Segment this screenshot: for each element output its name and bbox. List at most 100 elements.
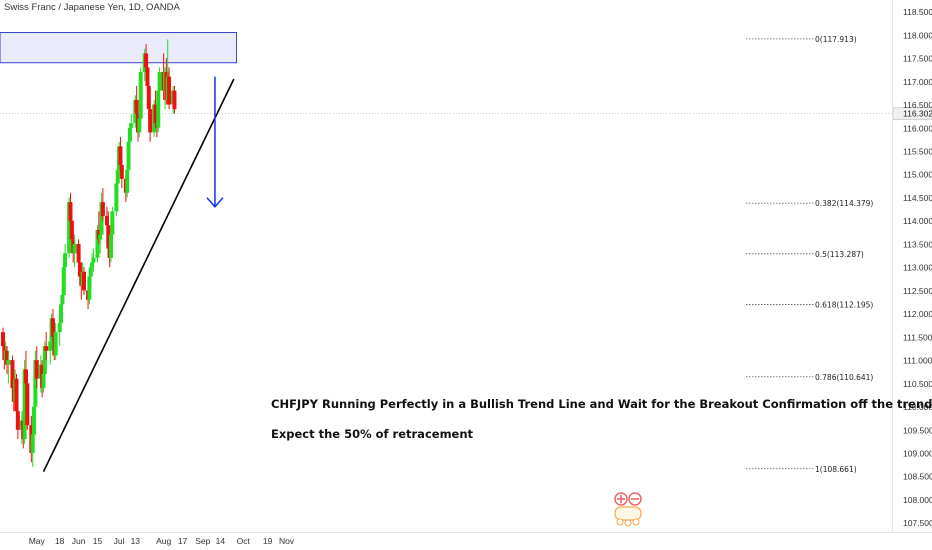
price-tick-label: 118.500 xyxy=(903,7,932,17)
candle-body xyxy=(119,164,124,179)
candle-body xyxy=(95,229,100,258)
price-tick-label: 115.000 xyxy=(903,170,932,180)
price-tick-label: 109.000 xyxy=(903,449,932,459)
fib-level-label: 0.786(110.641) xyxy=(815,373,873,382)
time-tick-label: 15 xyxy=(93,536,103,546)
candle-body xyxy=(33,360,38,407)
price-tick-label: 116.000 xyxy=(903,123,932,133)
candle-body xyxy=(144,53,149,68)
candle-body xyxy=(109,234,113,258)
candle-body xyxy=(63,253,68,268)
price-tick-label: 114.500 xyxy=(903,193,932,203)
time-tick-label: Nov xyxy=(279,536,295,546)
candle-body xyxy=(88,267,93,277)
candle-body xyxy=(148,109,153,133)
candle-body xyxy=(104,216,109,226)
candle-body xyxy=(22,369,27,440)
time-tick-label: May xyxy=(29,536,46,546)
candle-body xyxy=(100,202,105,217)
candle-body xyxy=(42,346,47,375)
price-tick-label: 108.000 xyxy=(903,495,932,505)
price-tick-label: 117.000 xyxy=(903,77,932,87)
price-tick-label: 111.500 xyxy=(903,332,932,342)
time-tick-label: Oct xyxy=(237,536,251,546)
price-tick-label: 117.500 xyxy=(903,54,932,64)
fib-level-label: 0.618(112.195) xyxy=(815,301,873,310)
candle-body xyxy=(6,360,11,365)
candle-body xyxy=(34,360,39,379)
resistance-zone xyxy=(0,32,238,64)
annotation-retracement-text: Expect the 50% of retracement xyxy=(271,427,474,441)
current-price-label: 116.302 xyxy=(903,109,932,119)
price-tick-label: 110.500 xyxy=(903,379,932,389)
price-tick-label: 110.000 xyxy=(903,402,932,412)
candle-body xyxy=(57,322,62,333)
candle-body xyxy=(15,411,20,430)
candle-body xyxy=(14,378,19,412)
candle-body xyxy=(156,90,161,128)
candle-body xyxy=(99,202,104,235)
price-tick-label: 118.000 xyxy=(903,30,932,40)
time-tick-label: 19 xyxy=(263,536,273,546)
time-tick-label: 13 xyxy=(131,536,141,546)
candle-body xyxy=(23,369,28,384)
candle-body xyxy=(157,72,162,91)
candle-body xyxy=(115,169,120,184)
price-tick-label: 109.500 xyxy=(903,425,932,435)
projection-arrow-head xyxy=(206,197,224,208)
candle-body xyxy=(118,146,123,165)
candle-body xyxy=(76,243,81,263)
candle-body xyxy=(129,123,134,128)
price-tick-label: 113.000 xyxy=(903,263,932,273)
candle-body xyxy=(90,262,95,268)
chart-title: Swiss Franc / Japanese Yen, 1D, OANDA xyxy=(4,2,180,13)
candle-body xyxy=(72,243,77,254)
candle-body xyxy=(114,183,119,212)
fib-level-label: 0(117.913) xyxy=(815,35,857,44)
candle-body xyxy=(53,332,58,356)
candle-body xyxy=(137,118,142,133)
candle-body xyxy=(1,332,5,347)
time-tick-label: Sep xyxy=(195,536,210,546)
candle-body xyxy=(153,104,158,124)
candle-body xyxy=(77,262,82,277)
time-tick-label: Jun xyxy=(72,536,86,546)
fib-level-label: 1(108.661) xyxy=(815,465,857,474)
price-tick-label: 107.500 xyxy=(903,518,932,528)
candle-body xyxy=(5,350,10,365)
candle-body xyxy=(50,318,55,337)
candle-body xyxy=(59,304,64,323)
fib-level-label: 0.382(114.379) xyxy=(815,199,873,208)
trend-line xyxy=(42,78,235,472)
tradingview-badge-icon[interactable] xyxy=(611,490,645,528)
candle-body xyxy=(146,85,151,110)
candle-body xyxy=(69,220,74,240)
price-tick-label: 112.000 xyxy=(903,309,932,319)
candle-body xyxy=(68,202,73,221)
price-tick-label: 116.500 xyxy=(903,100,932,110)
candle-body xyxy=(145,67,150,86)
fib-level-label: 0.5(113.287) xyxy=(815,250,864,259)
candle-body xyxy=(44,346,49,351)
time-tick-label: 17 xyxy=(178,536,188,546)
price-tick-label: 112.500 xyxy=(903,286,932,296)
candle-body xyxy=(32,406,37,435)
candle-body xyxy=(10,360,15,388)
candle-body xyxy=(41,374,46,388)
candle-body xyxy=(60,295,65,305)
candle-body xyxy=(25,383,30,426)
annotation-trend-text: CHFJPY Running Perfectly in a Bullish Tr… xyxy=(271,397,932,411)
time-tick-label: Aug xyxy=(156,536,171,546)
candle-body xyxy=(110,211,115,235)
candle-body xyxy=(82,271,86,291)
price-tick-label: 111.000 xyxy=(903,356,932,366)
candle-body xyxy=(126,141,131,170)
candle-body xyxy=(67,202,72,254)
candle-body xyxy=(167,76,172,105)
candle-body xyxy=(172,90,177,110)
time-tick-label: 14 xyxy=(216,536,226,546)
price-tick-label: 115.500 xyxy=(903,147,932,157)
candle-body xyxy=(48,341,53,351)
time-tick-label: 18 xyxy=(55,536,65,546)
